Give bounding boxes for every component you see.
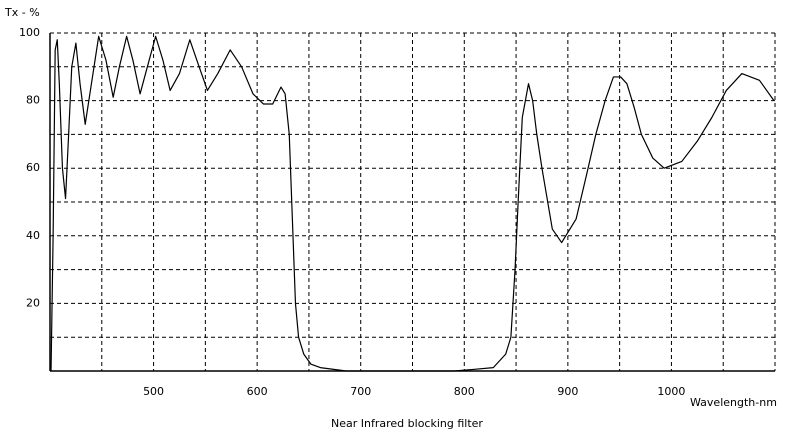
y-tick-label: 100 [19,26,40,39]
x-tick-label: 500 [143,385,164,398]
x-tick-label: 1000 [657,385,685,398]
y-axis-label: Tx - % [4,6,40,19]
y-tick-label: 20 [26,296,40,309]
x-tick-label: 800 [454,385,475,398]
x-axis-label: Wavelength-nm [690,396,777,409]
x-tick-label: 600 [247,385,268,398]
x-tick-label: 900 [557,385,578,398]
x-tick-label: 700 [350,385,371,398]
y-tick-label: 80 [26,94,40,107]
y-tick-label: 60 [26,161,40,174]
y-tick-label: 40 [26,229,40,242]
chart-title: Near Infrared blocking filter [331,417,483,430]
data-line [50,35,775,372]
